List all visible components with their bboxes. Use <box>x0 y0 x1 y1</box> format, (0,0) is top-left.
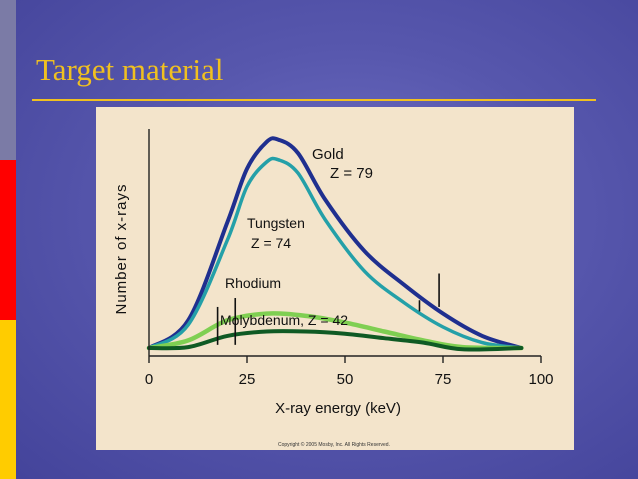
molybdenum-curve <box>147 329 524 352</box>
x-tick-label-3: 75 <box>435 371 452 388</box>
x-tick-label-0: 0 <box>145 371 153 388</box>
series-curves <box>146 136 524 352</box>
x-axis-ticks: 0 25 50 75 100 <box>145 356 554 388</box>
gold-label-name: Gold <box>312 146 344 163</box>
copyright-note: Copyright © 2005 Mosby, Inc. All Rights … <box>278 441 390 448</box>
gold-label-z: Z = 79 <box>330 165 373 182</box>
molybdenum-label: Molybdenum, Z = 42 <box>220 312 348 328</box>
x-tick-label-4: 100 <box>528 371 553 388</box>
spectrum-chart: 0 25 50 75 100 Number of x-rays X-ray energy… <box>113 129 554 448</box>
accent-bar-red <box>0 160 16 320</box>
tungsten-label-z: Z = 74 <box>251 235 291 251</box>
tungsten-curve <box>147 156 524 350</box>
rhodium-label: Rhodium <box>225 275 281 291</box>
rhodium-curve <box>146 311 524 351</box>
figure-panel: 0 25 50 75 100 Number of x-rays X-ray energy… <box>96 107 574 450</box>
y-axis-label: Number of x-rays <box>113 183 130 314</box>
x-axis-label: X-ray energy (keV) <box>275 400 401 417</box>
characteristic-lines <box>216 273 440 345</box>
gold-curve <box>147 136 524 350</box>
slide-title: Target material <box>36 52 224 87</box>
title-underline <box>32 99 596 101</box>
accent-bar-yellow <box>0 320 16 479</box>
accent-bar-gray <box>0 0 16 160</box>
x-tick-label-1: 25 <box>239 371 256 388</box>
x-tick-label-2: 50 <box>337 371 354 388</box>
tungsten-label-name: Tungsten <box>247 215 305 231</box>
